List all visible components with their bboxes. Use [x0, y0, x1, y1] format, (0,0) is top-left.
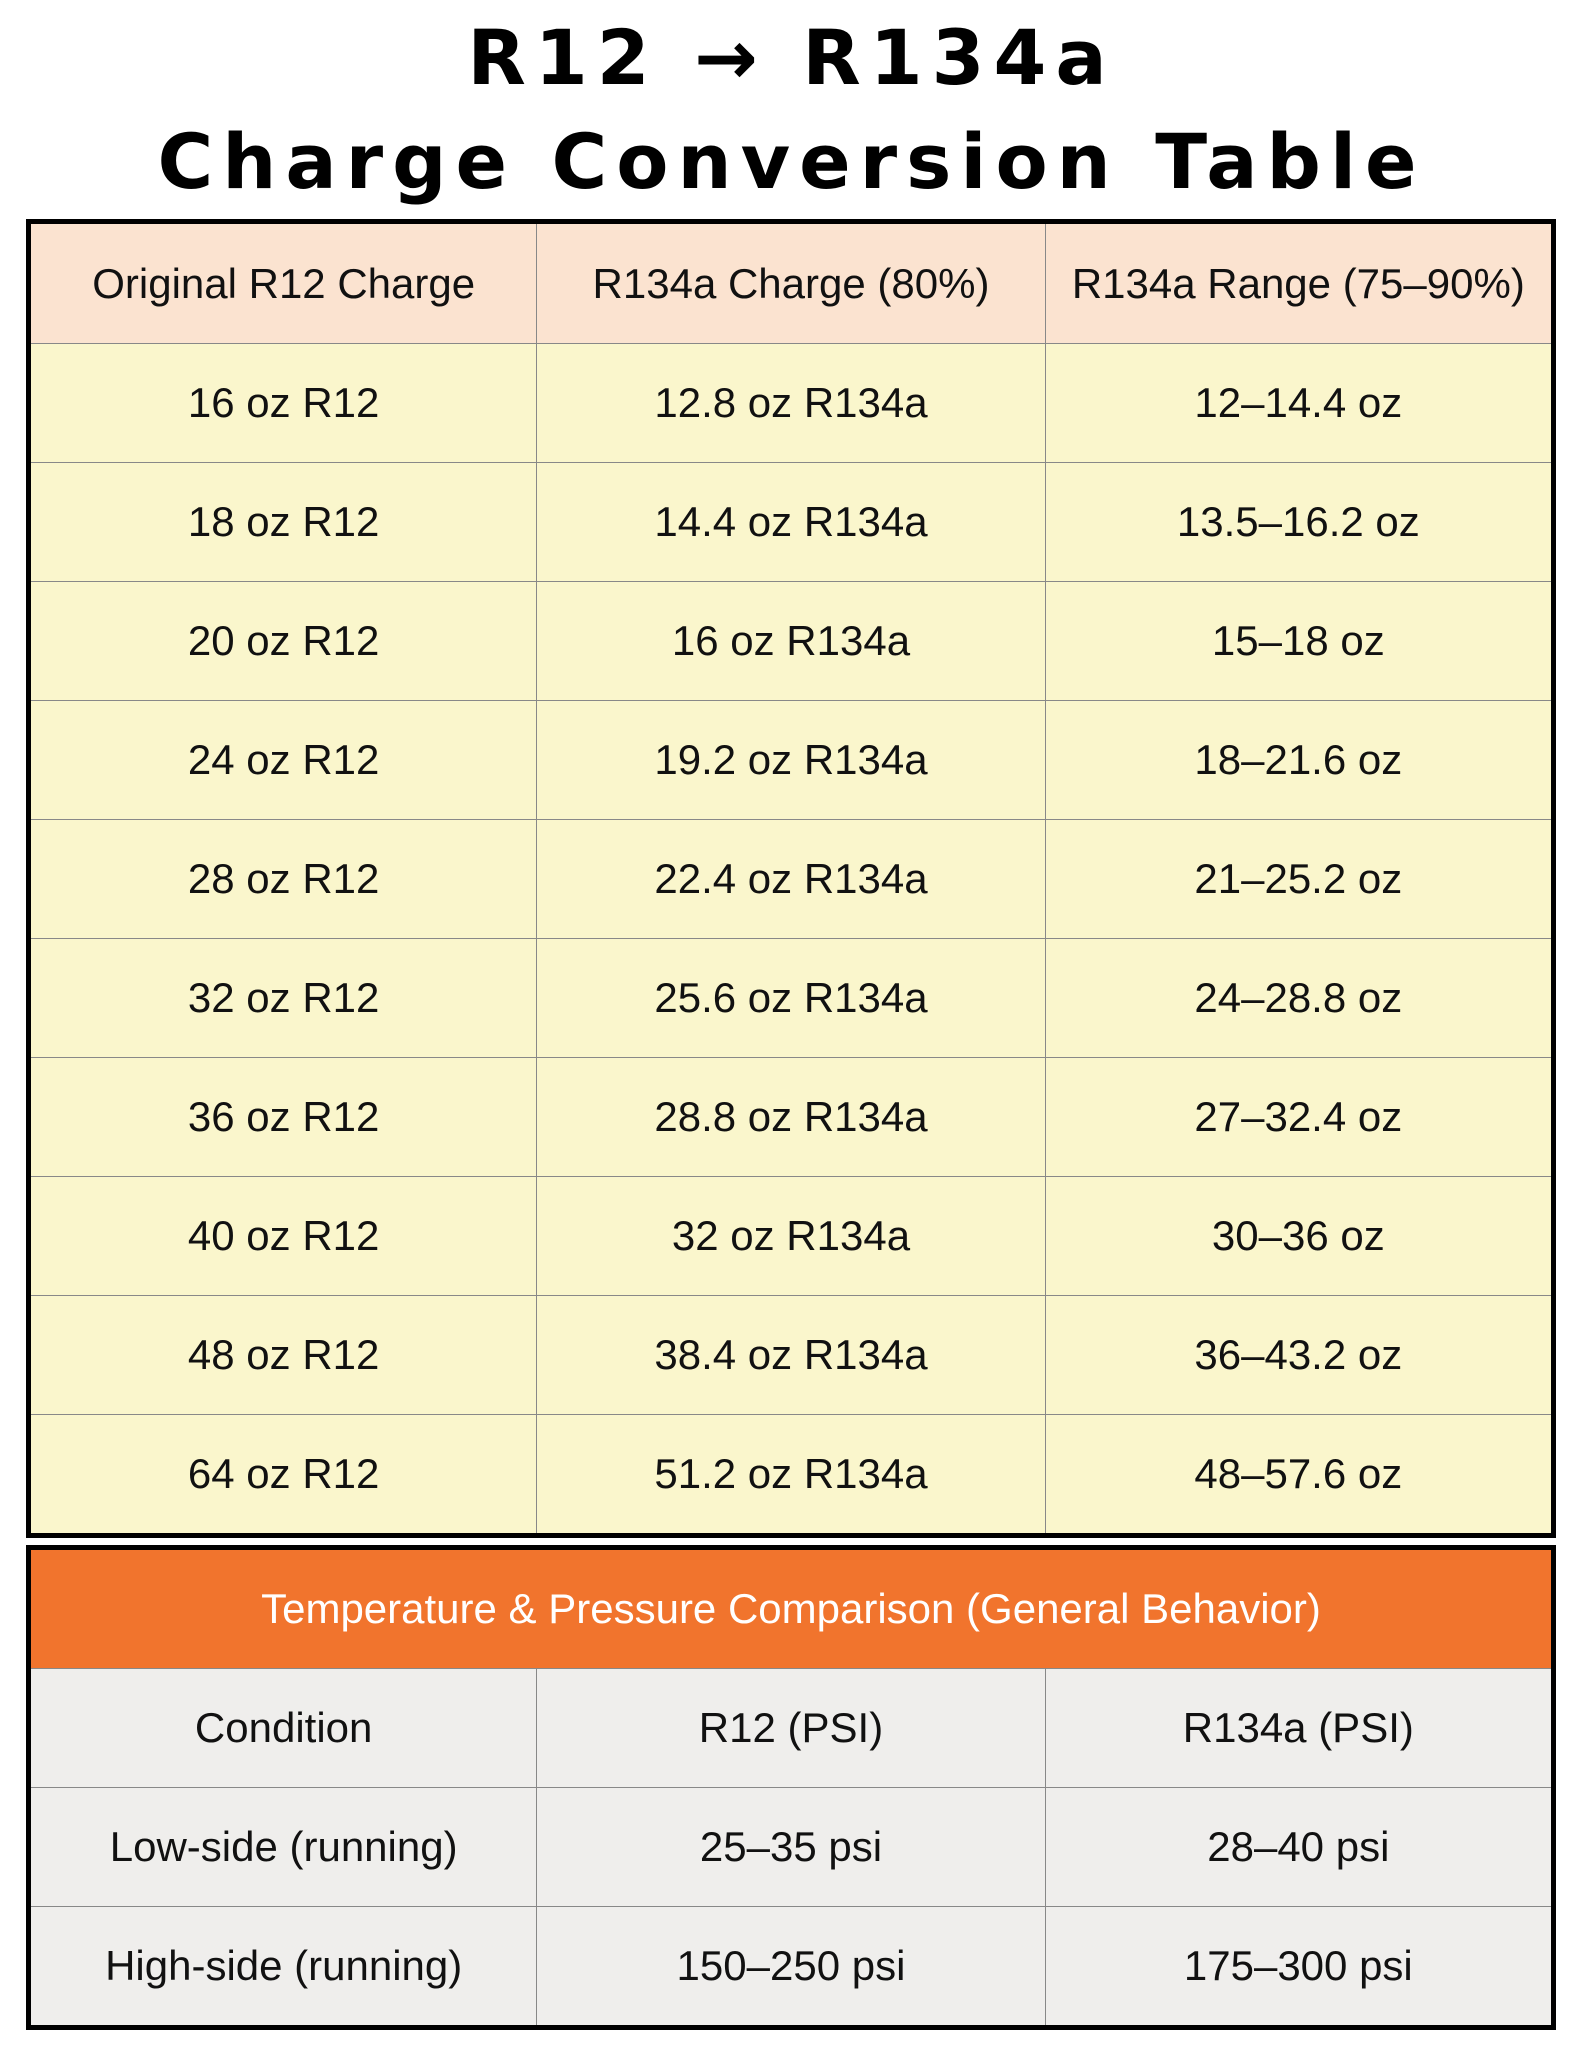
column-header: R134a (PSI) [1044, 1668, 1555, 1788]
table-cell: 51.2 oz R134a [536, 1414, 1046, 1536]
header-row: Condition R12 (PSI) R134a (PSI) [27, 1668, 1555, 1788]
table-cell: 14.4 oz R134a [536, 462, 1046, 582]
column-header: R134a Charge (80%) [536, 221, 1046, 344]
table-cell: High-side (running) [27, 1906, 538, 2028]
table-cell: 12–14.4 oz [1044, 343, 1555, 463]
column-header: R12 (PSI) [536, 1668, 1046, 1788]
table-cell: 28 oz R12 [27, 819, 538, 939]
table-row: 24 oz R12 19.2 oz R134a 18–21.6 oz [27, 700, 1555, 820]
table-cell: 15–18 oz [1044, 581, 1555, 701]
pressure-table: Temperature & Pressure Comparison (Gener… [26, 1545, 1556, 2030]
table-row: 16 oz R12 12.8 oz R134a 12–14.4 oz [27, 343, 1555, 463]
table-cell: 32 oz R12 [27, 938, 538, 1058]
table-row: 48 oz R12 38.4 oz R134a 36–43.2 oz [27, 1295, 1555, 1415]
table-cell: Low-side (running) [27, 1787, 538, 1907]
table-cell: 21–25.2 oz [1044, 819, 1555, 939]
table-cell: 22.4 oz R134a [536, 819, 1046, 939]
table-cell: 19.2 oz R134a [536, 700, 1046, 820]
table-cell: 175–300 psi [1044, 1906, 1555, 2028]
table-title: Temperature & Pressure Comparison (Gener… [28, 1547, 1554, 1669]
title: Charge Conversion Table [157, 117, 1426, 206]
table-cell: 48 oz R12 [27, 1295, 538, 1415]
table-row: 40 oz R12 32 oz R134a 30–36 oz [27, 1176, 1555, 1296]
column-header: Condition [27, 1668, 538, 1788]
table-cell: 16 oz R12 [27, 343, 538, 463]
table-cell: 38.4 oz R134a [536, 1295, 1046, 1415]
table-cell: 40 oz R12 [27, 1176, 538, 1296]
table-row: 18 oz R12 14.4 oz R134a 13.5–16.2 oz [27, 462, 1555, 582]
table-cell: 24–28.8 oz [1044, 938, 1555, 1058]
table-cell: 18 oz R12 [27, 462, 538, 582]
table-cell: 12.8 oz R134a [536, 343, 1046, 463]
table-cell: 25.6 oz R134a [536, 938, 1046, 1058]
table-row: High-side (running) 150–250 psi 175–300 ps… [27, 1906, 1555, 2028]
table-cell: 30–36 oz [1044, 1176, 1555, 1296]
column-header: R134a Range (75–90%) [1044, 221, 1555, 344]
table-cell: 36 oz R12 [27, 1057, 538, 1177]
conversion-table: Original R12 Charge R134a Charge (80%) R13… [26, 219, 1556, 1538]
table-row: Low-side (running) 25–35 psi 28–40 psi [27, 1787, 1555, 1907]
table-cell: 18–21.6 oz [1044, 700, 1555, 820]
table-cell: 28.8 oz R134a [536, 1057, 1046, 1177]
table-cell: 27–32.4 oz [1044, 1057, 1555, 1177]
table-cell: 16 oz R134a [536, 581, 1046, 701]
table-cell: 25–35 psi [536, 1787, 1046, 1907]
table-cell: 28–40 psi [1044, 1787, 1555, 1907]
table-cell: 64 oz R12 [27, 1414, 538, 1536]
table-row: 32 oz R12 25.6 oz R134a 24–28.8 oz [27, 938, 1555, 1058]
title: R12 → R134a [467, 13, 1116, 102]
table-cell: 13.5–16.2 oz [1044, 462, 1555, 582]
table-cell: 48–57.6 oz [1044, 1414, 1555, 1536]
table-row: 20 oz R12 16 oz R134a 15–18 oz [27, 581, 1555, 701]
table-cell: 150–250 psi [536, 1906, 1046, 2028]
table-cell: 36–43.2 oz [1044, 1295, 1555, 1415]
table-cell: 20 oz R12 [27, 581, 538, 701]
table-row: 36 oz R12 28.8 oz R134a 27–32.4 oz [27, 1057, 1555, 1177]
column-header: Original R12 Charge [27, 221, 538, 344]
table-cell: 24 oz R12 [27, 700, 538, 820]
table-row: 64 oz R12 51.2 oz R134a 48–57.6 oz [27, 1414, 1555, 1536]
table-row: 28 oz R12 22.4 oz R134a 21–25.2 oz [27, 819, 1555, 939]
table-cell: 32 oz R134a [536, 1176, 1046, 1296]
